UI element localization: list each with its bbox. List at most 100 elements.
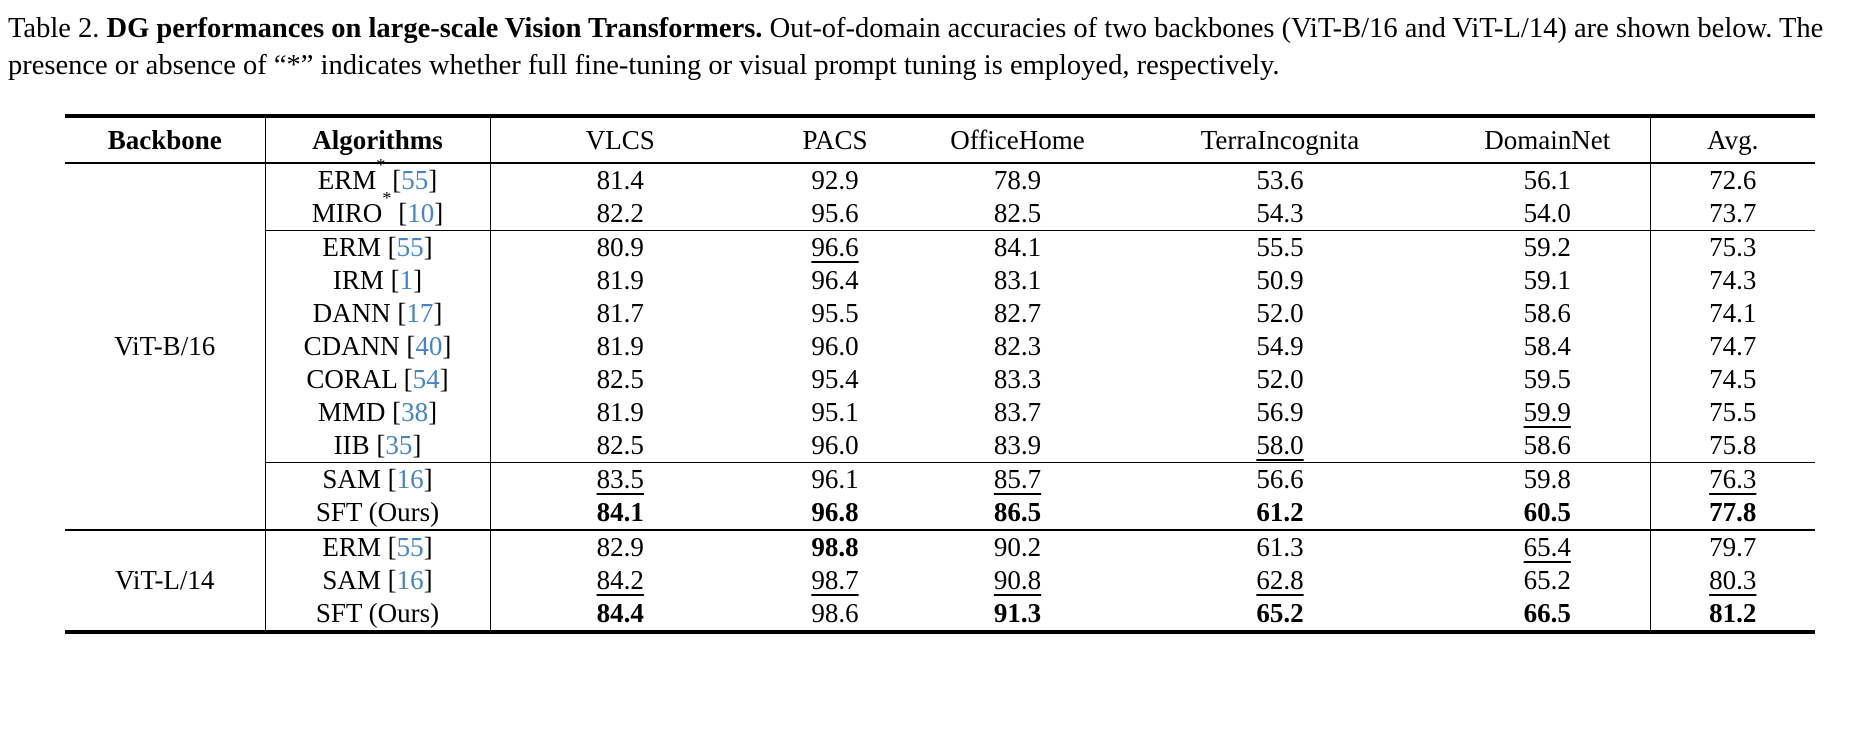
avg-value: 75.8 [1709,430,1757,461]
algorithm-label: ERM [55] [265,529,491,565]
domainnet-value: 59.9 [1445,396,1651,430]
caption-label: Table 2. [8,13,100,44]
citation-link[interactable]: 10 [407,198,435,229]
terraincognita-value: 56.9 [1256,397,1304,428]
terraincognita-value: 56.6 [1115,462,1445,497]
table-row: ERM [55] 80.9 96.6 84.1 55.5 59.2 75.3 [65,230,1815,265]
pacs-value: 98.8 [750,529,920,565]
pacs-value: 95.6 [811,198,859,229]
avg-value: 74.3 [1709,265,1757,296]
domainnet-value: 60.5 [1445,496,1651,531]
terraincognita-value: 61.2 [1256,497,1304,528]
table-row: SAM [16] 83.5 96.1 85.7 56.6 59.8 76.3 [65,462,1815,497]
domainnet-value: 58.6 [1445,297,1651,331]
avg-value: 72.6 [1709,165,1757,196]
pacs-value: 96.0 [811,331,859,362]
vlcs-value: 81.7 [596,298,644,329]
algorithm-label: DANN [17] [265,297,491,331]
pacs-value: 98.6 [811,598,859,629]
pacs-value: 92.9 [811,165,859,196]
table-row: DANN [17] 81.7 95.5 82.7 52.0 58.6 74.1 [65,297,1815,331]
column-header-terraincognita: TerraIncognita [1115,116,1445,165]
citation-link[interactable]: 54 [412,364,440,395]
pacs-value: 95.4 [811,364,859,395]
algorithm-label: SAM [16] [265,462,491,497]
algorithm-label: MIRO* [10] [265,189,491,231]
domainnet-value: 59.8 [1445,462,1651,497]
table-row: ViT-L/14 ERM [55] 82.9 98.8 90.2 61.3 65.4 79.7 [65,529,1815,633]
officehome-value: 82.5 [993,198,1042,229]
column-header-officehome: OfficeHome [920,116,1115,165]
table-row: CDANN [40] 81.9 96.0 82.3 54.9 58.4 74.7 [65,330,1815,364]
officehome-value: 91.3 [993,598,1042,629]
pacs-value: 95.1 [811,397,859,428]
terraincognita-value: 62.8 [1256,565,1304,596]
table-row: ViT-B/16 ERM* [55] 81.4 92.9 78.9 53.6 56.1 72.… [65,156,1815,531]
avg-value: 74.1 [1709,298,1757,329]
table-row: MIRO* [10] 82.2 95.6 82.5 54.3 54.0 73.7 [65,189,1815,231]
results-table: Backbone Algorithms VLCS PACS OfficeHome Terr… [65,114,1815,635]
officehome-value: 82.3 [993,331,1042,362]
pacs-value: 95.5 [811,298,859,329]
domainnet-value: 58.4 [1445,330,1651,364]
citation-link[interactable]: 38 [401,397,429,428]
table-row: SAM [16] 84.2 98.7 90.8 62.8 65.2 80.3 [65,564,1815,598]
citation-link[interactable]: 55 [396,532,424,563]
avg-value: 74.5 [1709,364,1757,395]
terraincognita-value: 50.9 [1256,265,1304,296]
officehome-value: 85.7 [920,462,1115,497]
table-caption: Table 2. DG performances on large-scale … [8,10,1854,84]
algorithm-label: ERM* [55] [265,156,491,198]
terraincognita-value: 58.0 [1256,430,1304,461]
caption-body: Out-of-domain accuracies of two backbone… [8,13,1824,82]
header-row: Backbone Algorithms VLCS PACS OfficeHome Terr… [65,116,1815,165]
avg-value: 80.3 [1709,565,1757,596]
algorithm-label: SAM [16] [265,564,491,598]
pacs-value: 96.6 [750,230,920,265]
citation-link[interactable]: 35 [385,430,413,461]
vlcs-value: 81.9 [596,331,644,362]
officehome-value: 84.1 [920,230,1115,265]
officehome-value: 83.3 [993,364,1042,395]
table-row: SFT (Ours) 84.4 98.6 91.3 65.2 66.5 81.2 [65,597,1815,633]
citation-link[interactable]: 55 [401,165,429,196]
vlcs-value: 82.9 [490,529,750,565]
algorithm-label: SFT (Ours) [265,496,491,531]
officehome-value: 86.5 [993,497,1042,528]
vlcs-value: 84.2 [596,565,644,596]
citation-link[interactable]: 40 [415,331,443,362]
terraincognita-value: 65.2 [1256,598,1304,629]
domainnet-value: 59.5 [1445,363,1651,397]
domainnet-value: 65.2 [1445,564,1651,598]
terraincognita-value: 52.0 [1256,298,1304,329]
citation-link[interactable]: 55 [396,232,424,263]
vlcs-value: 82.5 [596,430,644,461]
vlcs-value: 82.2 [596,198,644,229]
backbone-label: ViT-L/14 [65,529,266,633]
table-row: MMD [38] 81.9 95.1 83.7 56.9 59.9 75.5 [65,396,1815,430]
table-row: CORAL [54] 82.5 95.4 83.3 52.0 59.5 74.5 [65,363,1815,397]
table-row: SFT (Ours) 84.1 96.8 86.5 61.2 60.5 77.8 [65,496,1815,531]
officehome-value: 83.9 [993,430,1042,461]
citation-link[interactable]: 16 [396,464,424,495]
citation-link[interactable]: 16 [396,565,424,596]
terraincognita-value: 55.5 [1115,230,1445,265]
column-header-pacs: PACS [750,116,920,165]
algorithm-label: ERM [55] [265,230,491,265]
column-header-backbone: Backbone [65,116,266,165]
domainnet-value: 65.4 [1445,529,1651,565]
officehome-value: 78.9 [993,165,1042,196]
domainnet-value: 56.1 [1445,163,1651,198]
domainnet-value: 66.5 [1445,597,1651,633]
avg-value: 77.8 [1709,497,1757,528]
terraincognita-value: 52.0 [1256,364,1304,395]
pacs-value: 98.7 [811,565,859,596]
citation-link[interactable]: 1 [399,265,414,296]
vlcs-value: 81.4 [596,165,644,196]
column-header-algorithms: Algorithms [265,116,491,165]
domainnet-value: 59.1 [1445,264,1651,298]
pacs-value: 96.1 [750,462,920,497]
terraincognita-value: 54.9 [1256,331,1304,362]
citation-link[interactable]: 17 [406,298,434,329]
pacs-value: 96.0 [811,430,859,461]
